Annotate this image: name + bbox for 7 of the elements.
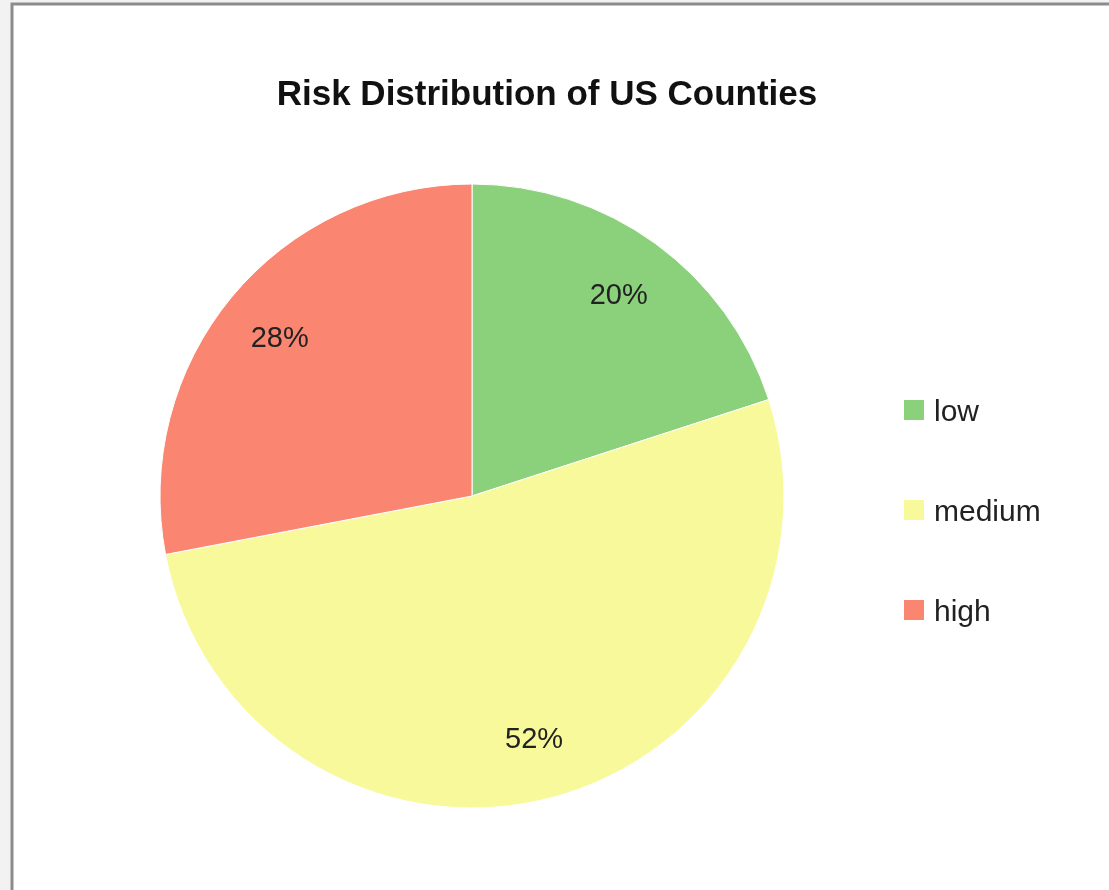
- legend-label: medium: [934, 493, 1041, 527]
- chart-title: Risk Distribution of US Counties: [276, 72, 818, 112]
- data-label: 28%: [250, 320, 309, 353]
- data-label: 52%: [505, 721, 564, 754]
- data-label: 20%: [589, 278, 648, 311]
- legend-label: low: [934, 393, 980, 427]
- legend-label: high: [934, 593, 991, 627]
